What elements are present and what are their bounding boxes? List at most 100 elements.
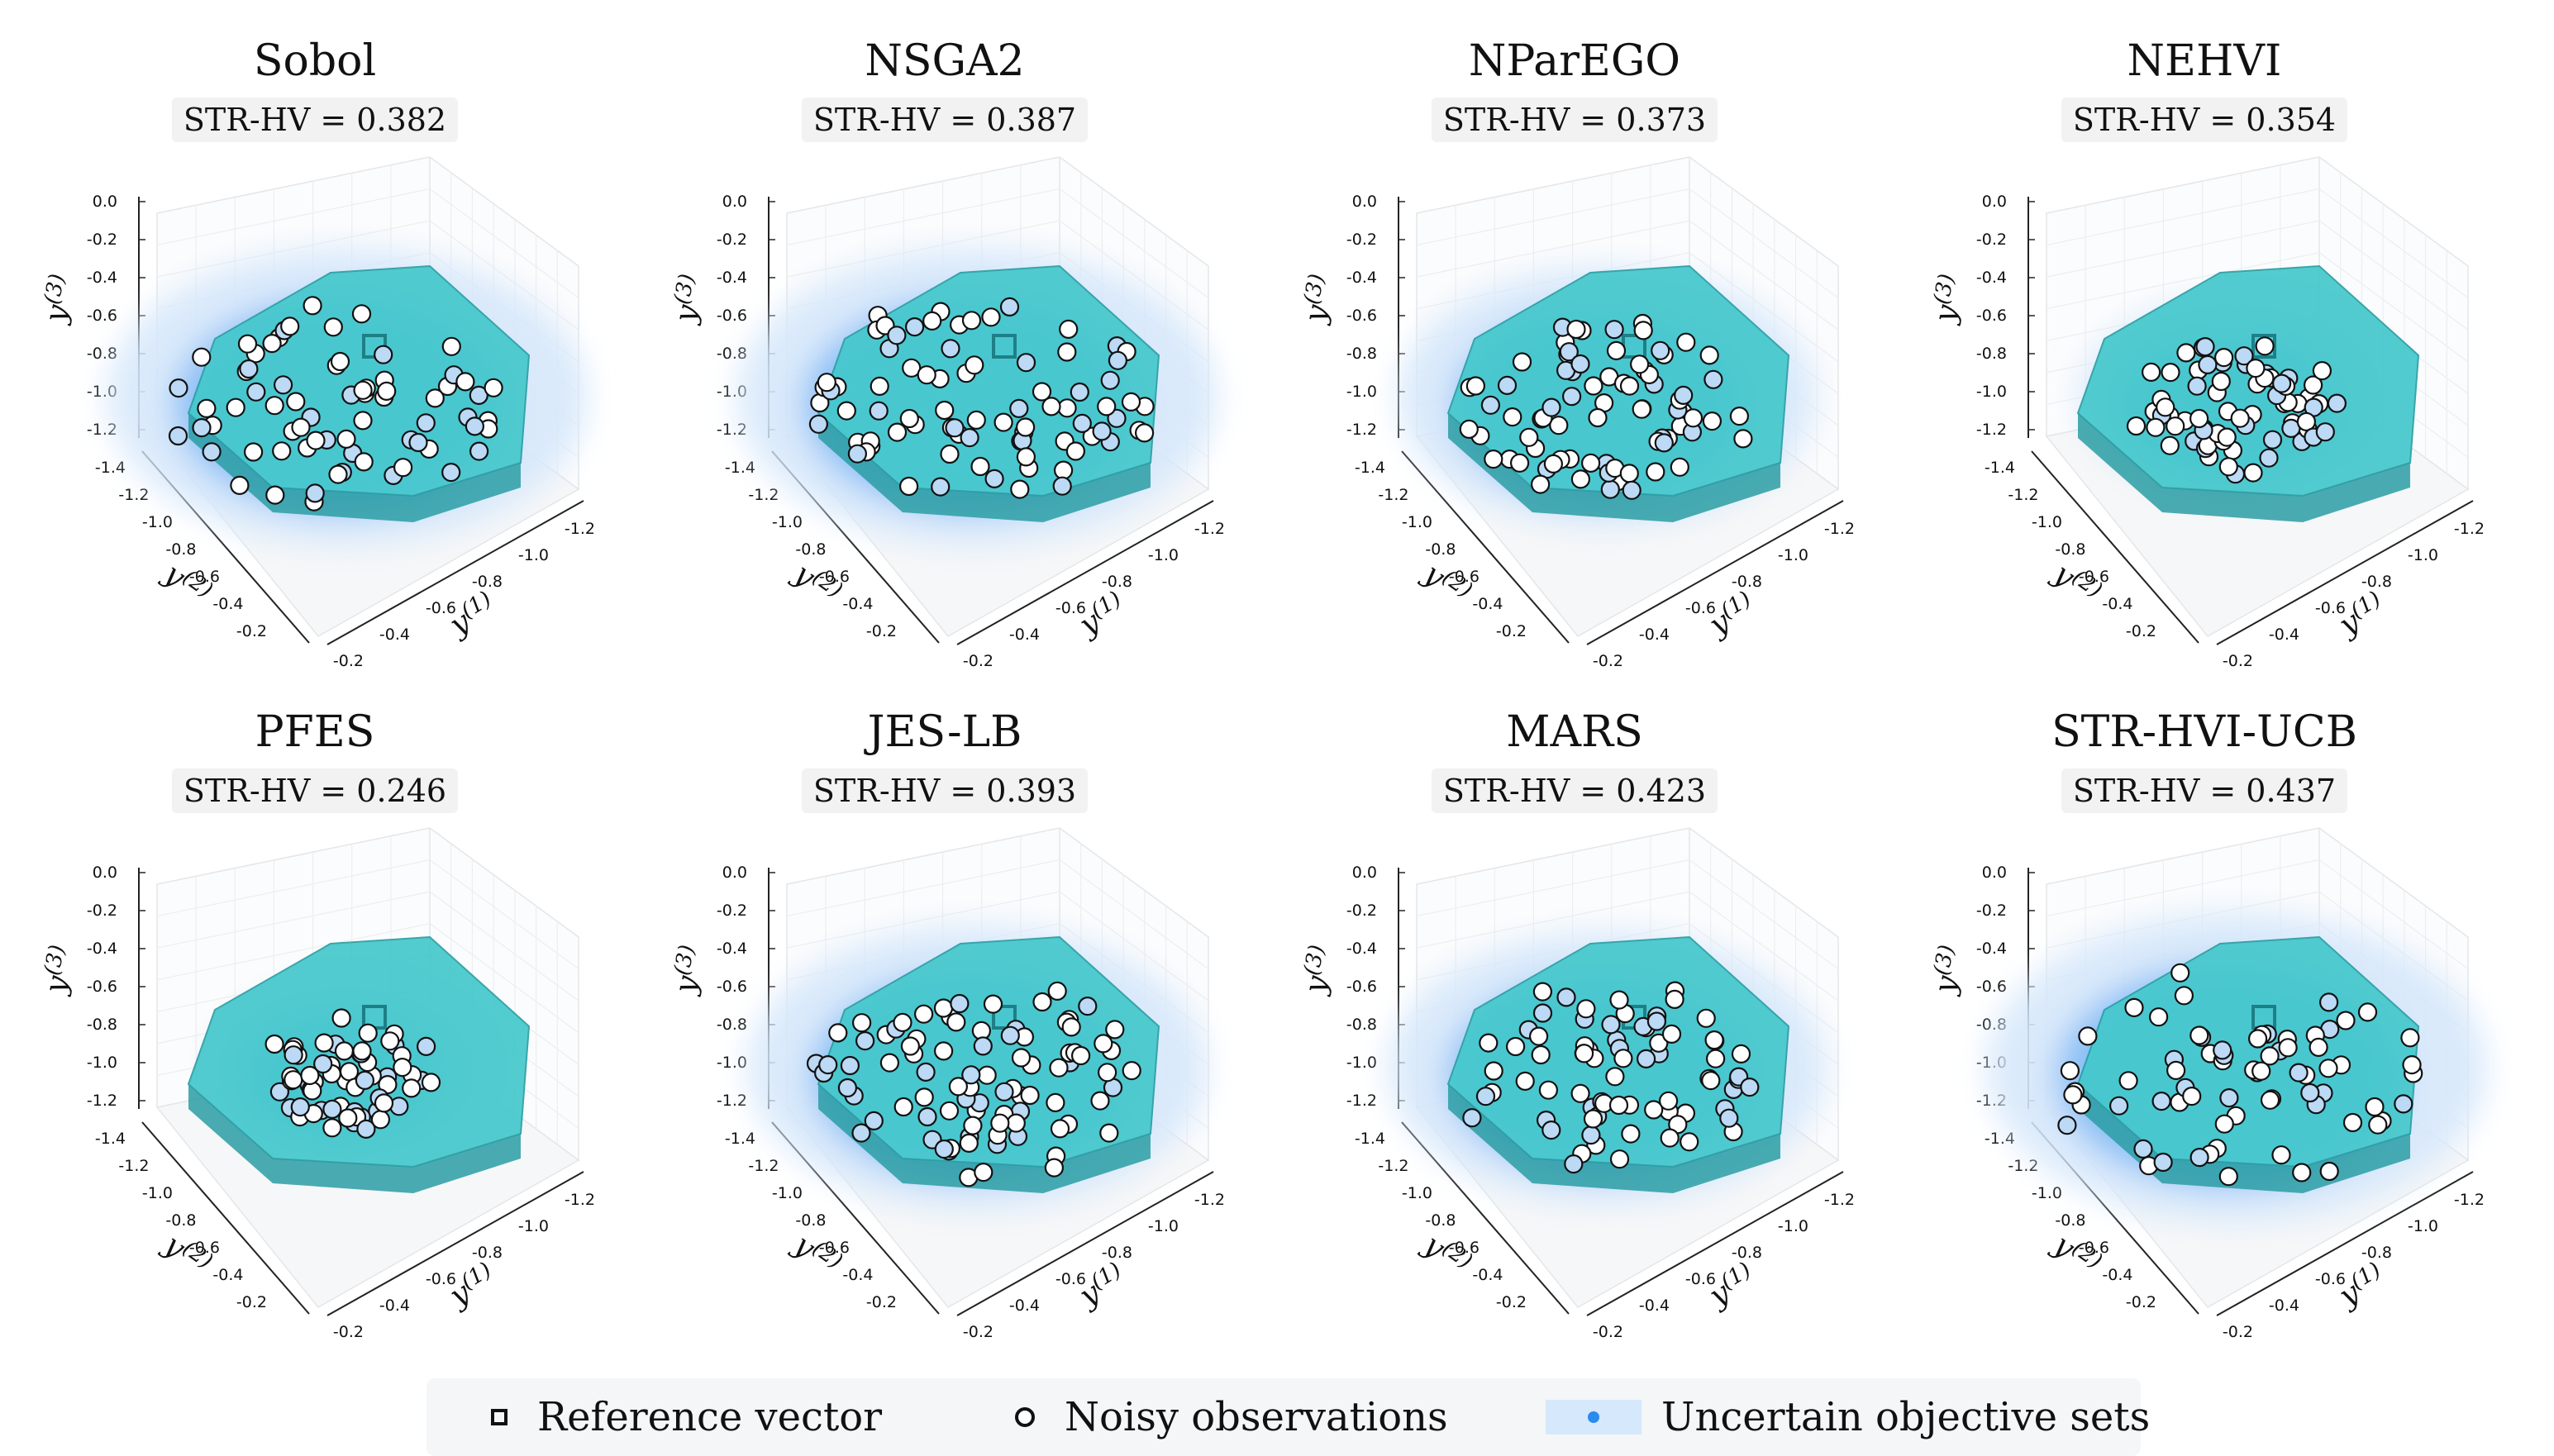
x-tick-label: -0.4 (2269, 1297, 2299, 1315)
x-tick-label: -0.4 (379, 1297, 410, 1315)
observation-point (1576, 999, 1596, 1019)
observation-point (1050, 1119, 1070, 1139)
observation-point (168, 426, 188, 446)
observation-point (2161, 363, 2180, 383)
observation-point (2271, 1145, 2291, 1165)
observation-point (2126, 416, 2147, 436)
observation-point (2133, 1139, 2153, 1159)
observation-point (313, 1054, 333, 1074)
observation-point (1609, 1149, 1630, 1169)
observation-point (416, 1036, 436, 1056)
observation-point (1059, 319, 1079, 339)
observation-point (2060, 1061, 2080, 1081)
observation-point (1621, 1124, 1641, 1144)
z-tick-label: 0.0 (1982, 864, 2007, 882)
observation-point (855, 1031, 875, 1051)
observation-point (1072, 413, 1092, 434)
y-tick-label: -1.4 (95, 1130, 126, 1148)
y-tick-label: -1.0 (1402, 1184, 1432, 1202)
tick-labels: 0.0-0.2-0.4-0.6-0.8-1.0-1.2-1.4-1.2-1.0-… (717, 193, 1225, 670)
z-axis-label: y(3) (1925, 943, 1970, 998)
observation-point (864, 1111, 884, 1131)
observation-point (291, 417, 311, 437)
observation-point (1584, 376, 1603, 396)
observation-point (1097, 397, 1117, 416)
x-tick-label: -1.2 (1824, 1191, 1855, 1209)
uncertain-patch-icon (1546, 1400, 1642, 1435)
observation-point (965, 355, 984, 375)
x-tick-label: -0.4 (1639, 1297, 1670, 1315)
observation-point (1479, 1033, 1499, 1053)
observation-point (425, 388, 445, 408)
z-tick-label: -0.2 (1976, 902, 2007, 920)
observation-point (2182, 1086, 2202, 1106)
observation-point (1570, 469, 1590, 489)
observation-point (852, 1013, 872, 1033)
y-tick-label: -0.2 (866, 622, 897, 640)
y-tick-label: -0.4 (842, 1266, 873, 1284)
observation-point (286, 392, 306, 412)
observation-point (817, 373, 836, 393)
x-tick-label: -0.4 (1009, 1297, 1040, 1315)
observation-point (330, 351, 350, 372)
observation-point (1654, 433, 1674, 453)
y-tick-label: -0.8 (2055, 1211, 2085, 1230)
y-tick-label: -0.2 (236, 622, 267, 640)
observation-point (1480, 395, 1500, 415)
observation-point (416, 413, 436, 433)
x-tick-label: -0.4 (1009, 626, 1040, 644)
observation-point (1009, 398, 1029, 418)
z-tick-label: -1.0 (1346, 383, 1377, 401)
legend-item-reference: Reference vector (491, 1378, 882, 1456)
observation-point (1100, 370, 1120, 390)
x-tick-label: -0.6 (1685, 1270, 1716, 1288)
observation-point (939, 1101, 960, 1121)
observation-point (1497, 375, 1518, 395)
observation-point (421, 1073, 441, 1092)
observation-point (1665, 989, 1684, 1009)
z-tick-label: -0.4 (1976, 940, 2007, 958)
observation-point (336, 429, 356, 450)
observation-point (197, 398, 217, 418)
observation-point (1462, 1108, 1482, 1128)
x-tick-label: -1.0 (2408, 1217, 2438, 1235)
observation-point (887, 422, 908, 442)
observation-point (893, 1012, 912, 1032)
y-tick-label: -0.4 (842, 595, 873, 613)
observation-point (2278, 1038, 2298, 1058)
observation-point (239, 359, 259, 379)
observation-point (2336, 1011, 2356, 1030)
observation-point (973, 1036, 993, 1056)
observation-point (1556, 987, 1576, 1007)
observation-point (1740, 1078, 1760, 1097)
observation-point (1541, 397, 1561, 417)
observation-point (935, 400, 955, 421)
observation-point (1570, 354, 1590, 374)
observation-point (1134, 423, 1155, 443)
observation-point (2327, 393, 2347, 413)
x-tick-label: -1.0 (1148, 546, 1179, 564)
observation-point (914, 1004, 934, 1024)
tick-labels: 0.0-0.2-0.4-0.6-0.8-1.0-1.2-1.4-1.2-1.0-… (1976, 864, 2485, 1341)
chart-panel: NParEGO STR-HV = 0.373 0.0 -0.2 -0.4 -0.6 -0.8… (1260, 0, 1889, 671)
chart-3d-axes: 0.0-0.2-0.4-0.6-0.8-1.0-1.2-1.4-1.2-1.0-… (1925, 827, 2487, 1341)
observation-point (916, 1062, 936, 1082)
x-tick-label: -0.8 (1102, 573, 1132, 591)
chart-3d-axes: 0.0-0.2-0.4-0.6-0.8-1.0-1.2-1.4-1.2-1.0-… (1295, 827, 1855, 1341)
y-axis-label: y(2) (156, 554, 217, 612)
y-tick-label: -1.2 (2008, 486, 2038, 504)
z-tick-label: 0.0 (722, 864, 747, 882)
x-tick-label: -1.2 (1824, 520, 1855, 538)
observation-point (840, 1055, 860, 1076)
observation-point (981, 307, 1001, 327)
observation-point (1583, 1109, 1603, 1129)
y-axis-label: y(2) (2046, 554, 2107, 612)
observation-point (2156, 397, 2175, 417)
observation-point (1047, 981, 1067, 1001)
observation-point (808, 414, 828, 434)
observation-point (1122, 1061, 1141, 1081)
observation-point (2400, 1028, 2420, 1048)
observation-point (2176, 343, 2196, 363)
observation-point (352, 1041, 372, 1061)
observation-point (1010, 479, 1030, 499)
